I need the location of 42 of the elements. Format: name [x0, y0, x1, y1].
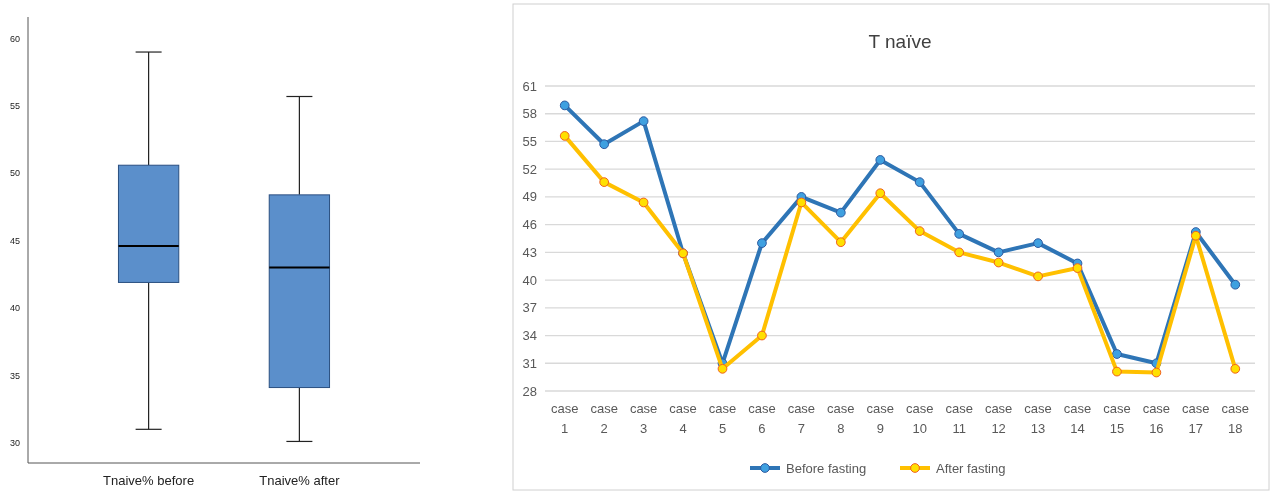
- x-tick-label: case 5: [708, 401, 737, 436]
- y-tick-label: 40: [9, 303, 20, 314]
- y-tick-label: 43: [522, 244, 537, 260]
- x-tick-label: case 12: [984, 401, 1013, 436]
- x-tick-label: case 4: [669, 401, 697, 436]
- y-tick-label: 46: [522, 217, 537, 233]
- y-tick-label: 34: [522, 328, 537, 344]
- y-tick-label: 49: [522, 189, 537, 205]
- x-tick-label: case 6: [748, 401, 776, 436]
- y-tick-label: 37: [522, 300, 537, 316]
- x-tick-label: case 14: [1063, 401, 1092, 436]
- y-tick-label: 45: [9, 235, 20, 246]
- x-tick-label: case 15: [1103, 401, 1131, 436]
- x-tick-label: case 13: [1024, 401, 1052, 436]
- x-tick-label: case 2: [590, 401, 618, 436]
- x-tick-label: case 9: [866, 401, 895, 436]
- y-tick-label: 60: [9, 33, 20, 44]
- x-tick-label: case 18: [1221, 401, 1250, 436]
- x-tick-label: case 7: [787, 401, 816, 436]
- y-tick-label: 40: [522, 272, 537, 288]
- y-tick-label: 58: [522, 106, 537, 122]
- x-tick-label: case 17: [1182, 401, 1210, 436]
- x-tick-label: case 11: [945, 401, 973, 436]
- y-tick-label: 61: [522, 78, 537, 94]
- y-tick-label: 50: [9, 168, 20, 179]
- x-tick-label: case 10: [905, 401, 934, 436]
- x-tick-label: case 1: [550, 401, 579, 436]
- chart-title: T naïve: [868, 31, 932, 52]
- x-tick-label: case 16: [1142, 401, 1171, 436]
- x-tick-label: case 8: [827, 401, 855, 436]
- legend-label: After fasting: [936, 460, 1006, 476]
- x-tick-label: Tnaive% after: [259, 473, 341, 488]
- y-tick-label: 52: [522, 161, 537, 177]
- x-tick-label: Tnaive% before: [103, 473, 195, 488]
- y-tick-label: 31: [522, 355, 537, 371]
- y-tick-label: 55: [522, 134, 537, 149]
- y-tick-label: 35: [9, 370, 20, 381]
- x-tick-label: case 3: [629, 401, 658, 436]
- y-tick-label: 28: [522, 383, 537, 399]
- y-tick-label: 30: [9, 437, 20, 448]
- legend-label: Before fasting: [786, 460, 867, 476]
- y-tick-label: 55: [9, 101, 20, 112]
